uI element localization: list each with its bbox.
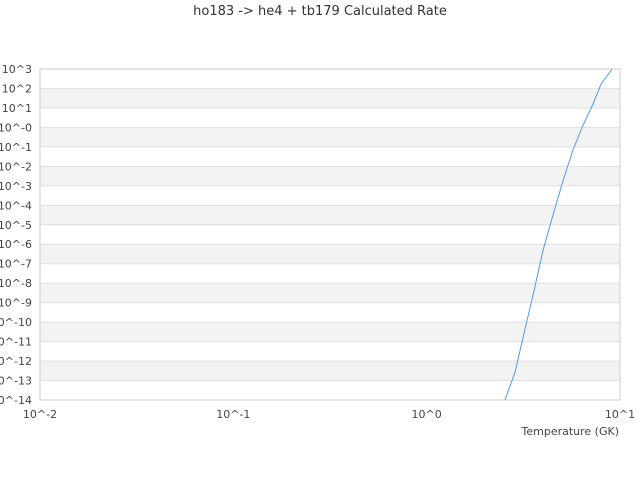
grid-band xyxy=(40,283,620,303)
grid-band xyxy=(40,322,620,342)
grid-band xyxy=(40,88,620,108)
x-tick-label: 10^1 xyxy=(605,408,635,421)
plot-frame xyxy=(39,68,621,401)
grid-band xyxy=(40,205,620,225)
grid-band xyxy=(40,244,620,264)
y-tick-label: 10^-8 xyxy=(0,277,32,290)
chart-title: ho183 -> he4 + tb179 Calculated Rate xyxy=(193,4,447,19)
y-tick-label: 10^1 xyxy=(2,102,32,115)
x-tick-label: 10^0 xyxy=(412,408,442,421)
x-tick-label: 10^-1 xyxy=(216,408,250,421)
x-axis-label: Temperature (GK) xyxy=(521,425,620,438)
series-line xyxy=(504,68,613,401)
y-tick-label: 10^-1 xyxy=(0,141,32,154)
y-tick-label: 10^-14 xyxy=(0,394,32,407)
y-tick-label: 10^-0 xyxy=(0,121,32,134)
grid-band xyxy=(40,166,620,186)
y-tick-label: 10^-6 xyxy=(0,238,32,251)
y-tick-label: 10^-10 xyxy=(0,316,32,329)
y-tick-label: 10^-5 xyxy=(0,219,32,232)
y-tick-label: 10^-13 xyxy=(0,375,32,388)
y-tick-label: 10^-9 xyxy=(0,297,32,310)
y-tick-label: 10^-11 xyxy=(0,336,32,349)
y-tick-label: 10^-7 xyxy=(0,258,32,271)
x-tick-label: 10^-2 xyxy=(23,408,57,421)
y-tick-label: 10^-3 xyxy=(0,180,32,193)
y-tick-label: 10^-12 xyxy=(0,355,32,368)
y-tick-label: 10^3 xyxy=(2,63,32,76)
grid-band xyxy=(40,127,620,147)
grid-band xyxy=(40,361,620,381)
y-tick-label: 10^2 xyxy=(2,82,32,95)
y-tick-label: 10^-4 xyxy=(0,199,32,212)
y-tick-label: 10^-2 xyxy=(0,160,32,173)
